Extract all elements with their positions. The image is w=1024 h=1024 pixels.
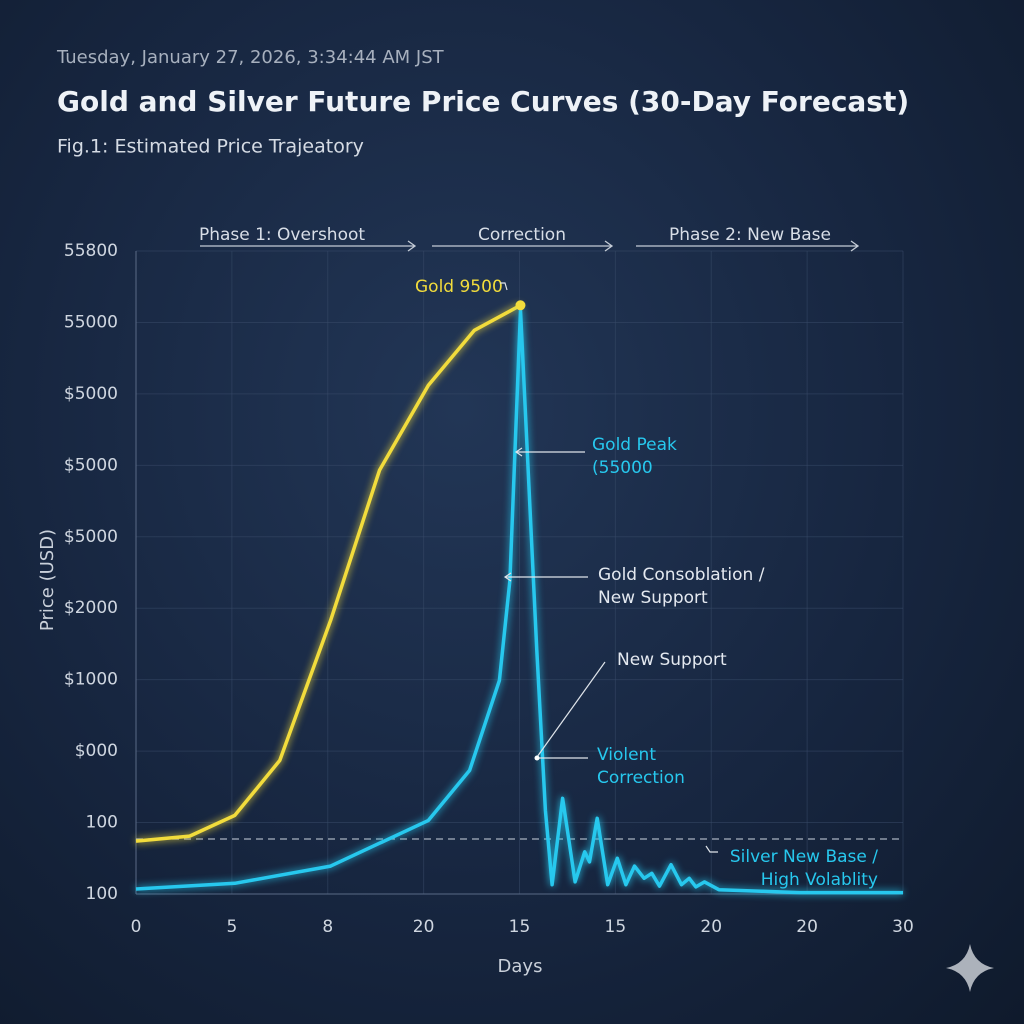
sparkle-icon (946, 944, 994, 992)
annotation-arrowhead (514, 447, 523, 457)
annotation-text: New Support (617, 650, 727, 670)
annotation-text: High Volablity (761, 870, 878, 890)
y-tick-label: 100 (86, 884, 118, 904)
annotation-leader (705, 845, 718, 853)
series-line (135, 303, 522, 843)
timestamp: Tuesday, January 27, 2026, 3:34:44 AM JS… (56, 47, 445, 68)
annotation-text: (55000 (592, 458, 653, 478)
y-tick-label: 100 (86, 813, 118, 833)
phase-arrow (432, 240, 614, 252)
phase-label: Correction (478, 225, 566, 245)
annotation-text: Gold Peak (592, 435, 677, 455)
peak-marker (515, 300, 526, 311)
phase-arrow (636, 240, 860, 252)
annotation-text: Violent (597, 745, 656, 765)
annotation-text: Gold 9500 (415, 277, 503, 297)
x-tick-label: 20 (796, 917, 818, 937)
y-tick-label: $5000 (64, 527, 118, 547)
y-tick-label: $5000 (64, 384, 118, 404)
x-tick-label: 15 (605, 917, 627, 937)
x-tick-label: 15 (509, 917, 531, 937)
annotation-arrowhead (503, 572, 512, 582)
annotation-text: Gold Consoblation / (598, 565, 765, 585)
y-tick-label: 55800 (64, 241, 118, 261)
y-tick-label: 55000 (64, 312, 118, 332)
annotation-text: New Support (598, 588, 708, 608)
x-tick-label: 20 (413, 917, 435, 937)
series-line (135, 308, 903, 895)
x-tick-label: 5 (226, 917, 237, 937)
y-tick-label: $5000 (64, 455, 118, 475)
y-tick-label: $1000 (64, 670, 118, 690)
phase-label: Phase 2: New Base (669, 225, 831, 245)
annotation-text: Correction (597, 768, 685, 788)
y-axis-label: Price (USD) (37, 529, 58, 631)
x-axis-label: Days (498, 956, 543, 977)
x-tick-label: 0 (131, 917, 142, 937)
x-tick-label: 8 (322, 917, 333, 937)
y-tick-label: $2000 (64, 598, 118, 618)
phase-label: Phase 1: Overshoot (199, 225, 365, 245)
y-tick-label: $000 (75, 741, 118, 761)
x-tick-label: 20 (700, 917, 722, 937)
x-tick-label: 30 (892, 917, 914, 937)
chart-title: Gold and Silver Future Price Curves (30-… (57, 85, 909, 118)
annotation-text: Silver New Base / (730, 847, 878, 867)
chart-subtitle: Fig.1: Estimated Price Trajeatory (57, 136, 364, 158)
annotation-dot (534, 755, 540, 761)
phase-arrow (200, 240, 417, 252)
annotation-leader (536, 661, 606, 758)
annotation-leader (500, 282, 508, 291)
